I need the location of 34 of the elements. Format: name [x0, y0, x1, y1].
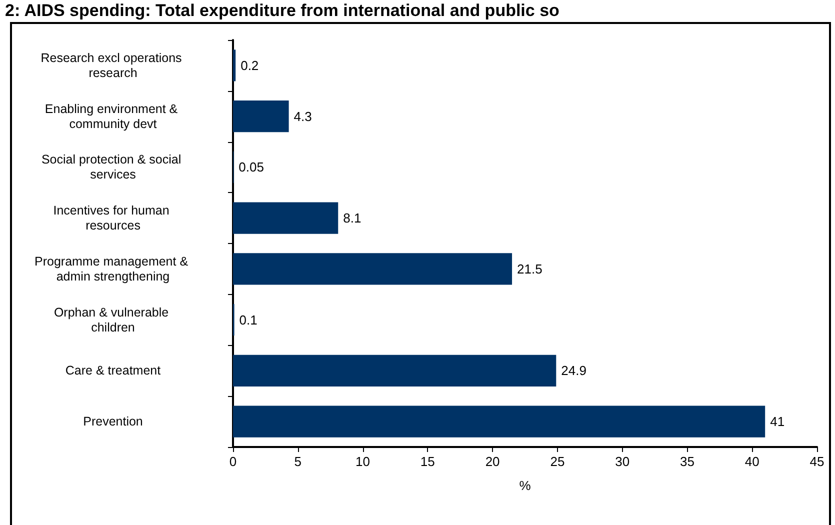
data-label: 8.1	[343, 210, 362, 226]
data-label: 24.9	[561, 363, 586, 378]
y-tick-label: Programme management & admin strengthening	[34, 254, 192, 284]
x-tick-label: 15	[420, 454, 435, 469]
x-tick-label: 20	[485, 454, 500, 469]
data-label: 4.3	[294, 108, 312, 124]
y-tick-label: Research excl operations research	[40, 50, 186, 80]
bar	[233, 406, 766, 438]
bar	[233, 100, 289, 132]
bar	[233, 202, 338, 234]
y-tick-label: Care & treatment	[65, 364, 162, 378]
x-tick-label: 35	[680, 454, 694, 469]
data-label: 0.2	[240, 58, 259, 73]
x-tick-label: 45	[810, 454, 824, 469]
x-axis-title: %	[519, 478, 532, 493]
bar	[233, 354, 556, 386]
bar	[233, 253, 512, 285]
y-tick-label: Incentives for human resources	[53, 204, 173, 233]
x-tick-label: 10	[356, 454, 370, 469]
x-tick-label: 5	[294, 454, 302, 469]
x-tick-label: 0	[229, 454, 237, 469]
x-tick-label: 40	[744, 454, 760, 469]
data-label: 0.1	[239, 312, 258, 328]
y-tick-label: Enabling environment & community devt	[44, 102, 182, 131]
y-tick-label: Orphan & vulnerable children	[54, 305, 172, 334]
x-tick-label: 25	[550, 454, 565, 469]
x-tick-label: 30	[615, 454, 630, 469]
chart-title: 2: AIDS spending: Total expenditure from international and public so	[5, 1, 560, 20]
y-tick-label: Prevention	[83, 414, 143, 429]
y-tick-label: Social protection & social services	[41, 152, 185, 182]
data-label: 41	[770, 414, 785, 430]
data-label: 0.05	[238, 160, 264, 175]
bar	[233, 50, 236, 82]
data-label: 21.5	[517, 261, 542, 276]
